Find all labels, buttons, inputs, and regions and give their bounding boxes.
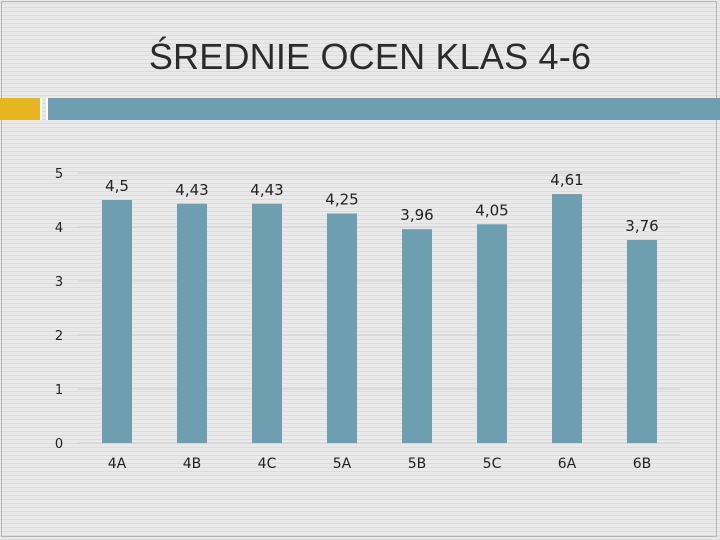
data-label-5C: 4,05: [475, 201, 508, 219]
data-label-5A: 4,25: [325, 191, 358, 209]
bar-4A: [102, 200, 132, 443]
x-axis-tick-labels: 4A 4B 4C 5A 5B 5C 6A 6B: [108, 456, 652, 472]
data-label-6B: 3,76: [625, 217, 658, 235]
title-accent-gold-bar: [0, 98, 42, 120]
y-tick-label: 5: [55, 167, 63, 182]
bar-5C: [477, 224, 507, 443]
x-tick-label-5B: 5B: [408, 456, 427, 472]
bar-5B: [402, 229, 432, 443]
data-label-4A: 4,5: [105, 177, 129, 195]
chart-data-labels: 4,5 4,43 4,43 4,25 3,96 4,05 4,61 3,76: [105, 171, 659, 235]
y-axis-tick-labels: 0 1 2 3 4 5: [55, 167, 63, 452]
bar-4C: [252, 203, 282, 443]
data-label-4C: 4,43: [250, 181, 283, 199]
bar-6A: [552, 194, 582, 443]
y-tick-label: 2: [55, 329, 63, 344]
x-tick-label-4B: 4B: [183, 456, 202, 472]
y-tick-label: 0: [55, 437, 63, 452]
x-tick-label-5C: 5C: [483, 456, 502, 472]
y-tick-label: 1: [55, 383, 63, 398]
x-tick-label-6B: 6B: [633, 456, 652, 472]
chart-bars: [102, 194, 657, 443]
slide-title: ŚREDNIE OCEN KLAS 4-6: [148, 36, 592, 77]
x-tick-label-6A: 6A: [558, 456, 577, 472]
chart-gridlines: [78, 172, 680, 444]
y-tick-label: 3: [55, 275, 63, 290]
data-label-5B: 3,96: [400, 206, 433, 224]
title-accent-teal-bar: [46, 98, 720, 120]
bar-5A: [327, 213, 357, 443]
y-tick-label: 4: [55, 221, 63, 236]
x-tick-label-4C: 4C: [258, 456, 277, 472]
x-tick-label-5A: 5A: [333, 456, 352, 472]
data-label-4B: 4,43: [175, 181, 208, 199]
bar-6B: [627, 239, 657, 443]
data-label-6A: 4,61: [550, 171, 583, 189]
bar-4B: [177, 203, 207, 443]
x-tick-label-4A: 4A: [108, 456, 127, 472]
